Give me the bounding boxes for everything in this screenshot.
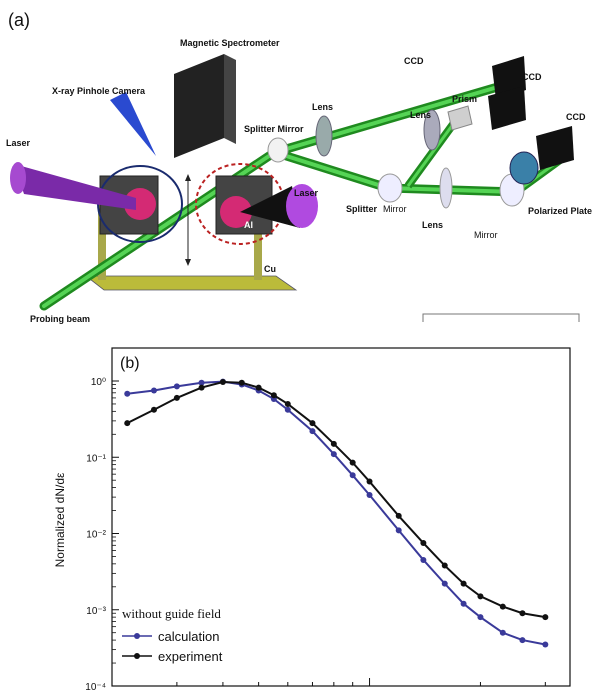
data-point-calculation [349, 472, 356, 479]
label-ccd-right: CCD [566, 112, 586, 122]
label-cu: Cu [264, 264, 276, 274]
label-splitter-low: Splitter [346, 204, 378, 214]
label-probing-beam: Probing beam [30, 314, 90, 324]
frame-post-right [254, 200, 262, 280]
splitter-mirror-top [267, 137, 289, 163]
data-point-experiment [238, 379, 245, 386]
data-point-calculation [366, 491, 373, 498]
label-lens-mid: Lens [410, 110, 431, 120]
laser-cone-left [14, 164, 136, 210]
cu-base [84, 275, 298, 291]
y-tick-label: 10⁰ [91, 377, 106, 388]
laser-cone-right [240, 186, 300, 228]
data-point-calculation [519, 637, 526, 644]
data-point-calculation [284, 406, 291, 413]
data-point-experiment [124, 420, 131, 427]
lens-mid-icon [423, 109, 441, 151]
data-point-calculation [499, 629, 506, 636]
data-point-experiment [219, 379, 226, 386]
y-axis-label: Normalized dN/dε [53, 472, 67, 567]
label-mirror-right: Mirror [474, 230, 498, 240]
y-tick-label: 10⁻⁴ [85, 682, 106, 691]
label-mirror-low: Mirror [383, 204, 407, 214]
data-point-experiment [395, 512, 402, 519]
data-point-experiment [198, 384, 205, 391]
data-point-experiment [519, 610, 526, 617]
data-point-calculation [441, 580, 448, 587]
label-al: Al [244, 220, 253, 230]
data-point-experiment [309, 420, 316, 427]
data-point-experiment [441, 562, 448, 569]
data-point-calculation [460, 600, 467, 607]
data-point-experiment [499, 603, 506, 610]
data-point-experiment [460, 580, 467, 587]
label-lens-top: Lens [312, 102, 333, 112]
magnetic-spectrometer-box [174, 54, 224, 158]
prism-icon [447, 105, 473, 131]
data-point-calculation [150, 387, 157, 394]
data-point-calculation [309, 428, 316, 435]
legend-label-calculation: calculation [158, 629, 219, 644]
panel-a: (a) [6, 10, 592, 324]
label-ccd-mid: CCD [522, 72, 542, 82]
data-point-experiment [150, 406, 157, 413]
laser-spot-left [124, 188, 156, 220]
label-laser-left: Laser [6, 138, 31, 148]
panel-b-label: (b) [120, 355, 140, 372]
label-polarized-plate: Polarized Plate [528, 206, 592, 216]
data-point-calculation [420, 556, 427, 563]
laser-lens-right [286, 184, 318, 228]
y-ticks: 10⁰ 10⁻¹ 10⁻² 10⁻³ 10⁻⁴ [85, 377, 119, 691]
y-tick-label: 10⁻³ [86, 606, 106, 617]
panel-b: (b) Normalized dN/dε 10⁰ 10⁻¹ 10⁻² 10⁻³ 10⁻⁴… [53, 347, 571, 691]
label-splitter-mirror: Splitter Mirror [244, 124, 304, 134]
data-point-experiment [349, 459, 356, 466]
data-point-calculation [330, 451, 337, 458]
data-point-experiment [542, 614, 549, 621]
label-laser-right: Laser [294, 188, 319, 198]
y-tick-label: 10⁻¹ [86, 453, 106, 464]
x-ticks [111, 678, 546, 686]
xray-camera-icon [110, 92, 156, 156]
ccd-mid-icon [488, 86, 526, 130]
plot-frame [111, 347, 571, 687]
data-point-experiment [477, 593, 484, 600]
data-point-experiment [270, 392, 277, 399]
label-prism: Prism [452, 94, 477, 104]
legend: without guide field calculation experime… [122, 606, 223, 664]
data-point-calculation [198, 379, 205, 386]
data-point-calculation [124, 390, 131, 397]
y-tick-label: 10⁻² [86, 530, 106, 541]
polarized-plate-icon [509, 151, 539, 185]
data-point-calculation [173, 383, 180, 390]
data-point-experiment [420, 540, 427, 547]
data-point-experiment [173, 394, 180, 401]
panel-a-label: (a) [8, 10, 30, 30]
frame-post-left [98, 200, 106, 280]
bracket [422, 313, 580, 322]
legend-title: without guide field [122, 606, 221, 621]
series-line-experiment [126, 381, 546, 619]
legend-label-experiment: experiment [158, 649, 223, 664]
data-point-experiment [330, 440, 337, 447]
laser-spot-right [220, 196, 252, 228]
data-point-experiment [284, 400, 291, 407]
lens-top-icon [315, 115, 333, 157]
data-point-calculation [395, 527, 402, 534]
data-point-experiment [255, 384, 262, 391]
ccd-right-icon [536, 126, 574, 170]
lens-low-icon [439, 167, 453, 209]
label-lens-low: Lens [422, 220, 443, 230]
data-point-experiment [366, 478, 373, 485]
splitter-low-icon [377, 173, 403, 203]
data-point-calculation [542, 641, 549, 648]
label-ccd-top: CCD [404, 56, 424, 66]
label-xray-camera: X-ray Pinhole Camera [52, 86, 146, 96]
label-magnetic-spectrometer: Magnetic Spectrometer [180, 38, 280, 48]
data-point-calculation [477, 614, 484, 621]
series-group [124, 378, 549, 648]
